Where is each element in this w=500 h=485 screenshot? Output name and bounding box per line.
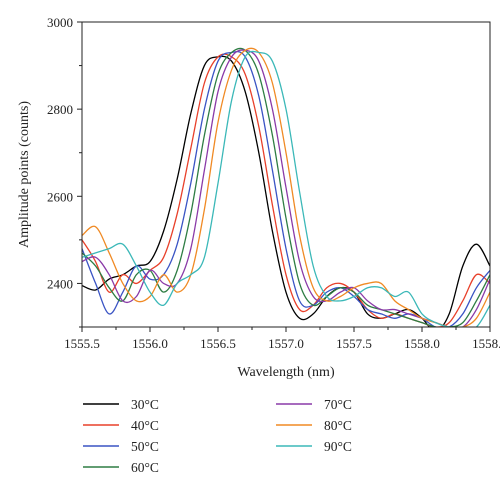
plot-series-group <box>82 47 490 327</box>
legend-item: 60°C <box>83 460 159 475</box>
legend: 30°C 40°C 50°C 60°C 70°C 80°C 90°C <box>83 397 352 475</box>
legend-label: 50°C <box>131 439 159 454</box>
legend-item: 40°C <box>83 418 159 433</box>
y-axis: 2400 2600 2800 3000 <box>47 15 82 328</box>
legend-label: 90°C <box>324 439 352 454</box>
y-axis-title: Amplitude points (counts) <box>17 101 32 248</box>
legend-label: 30°C <box>131 397 159 412</box>
y-tick-label: 3000 <box>47 15 73 30</box>
x-tick-label: 1556.5 <box>200 336 236 351</box>
x-axis: 1555.5 1556.0 1556.5 1557.0 1557.5 1558.0 1558… <box>64 327 500 351</box>
x-tick-label: 1558.5 <box>472 336 500 351</box>
series-line-1 <box>82 55 490 327</box>
legend-item: 30°C <box>83 397 159 412</box>
x-tick-label: 1557.0 <box>268 336 304 351</box>
legend-item: 80°C <box>276 418 352 433</box>
legend-item: 50°C <box>83 439 159 454</box>
x-tick-label: 1557.5 <box>336 336 372 351</box>
y-tick-label: 2800 <box>47 102 73 117</box>
legend-label: 60°C <box>131 460 159 475</box>
x-tick-label: 1555.5 <box>64 336 100 351</box>
legend-label: 40°C <box>131 418 159 433</box>
legend-item: 70°C <box>276 397 352 412</box>
series-line-7 <box>82 50 490 327</box>
legend-label: 80°C <box>324 418 352 433</box>
x-axis-title: Wavelength (nm) <box>237 365 335 380</box>
legend-label: 70°C <box>324 397 352 412</box>
y-tick-label: 2600 <box>47 189 73 204</box>
x-tick-label: 1558.0 <box>404 336 440 351</box>
series-line-5 <box>82 49 490 327</box>
x-tick-label: 1556.0 <box>132 336 168 351</box>
legend-item: 90°C <box>276 439 352 454</box>
y-tick-label: 2400 <box>47 276 73 291</box>
series-line-6 <box>82 47 490 327</box>
